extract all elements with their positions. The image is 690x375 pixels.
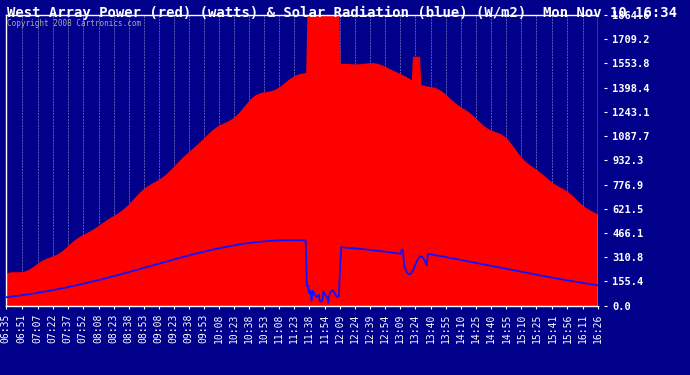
Text: West Array Power (red) (watts) & Solar Radiation (blue) (W/m2)  Mon Nov 10 16:34: West Array Power (red) (watts) & Solar R… xyxy=(7,6,677,20)
Text: Copyright 2008 Cartronics.com: Copyright 2008 Cartronics.com xyxy=(7,20,141,28)
